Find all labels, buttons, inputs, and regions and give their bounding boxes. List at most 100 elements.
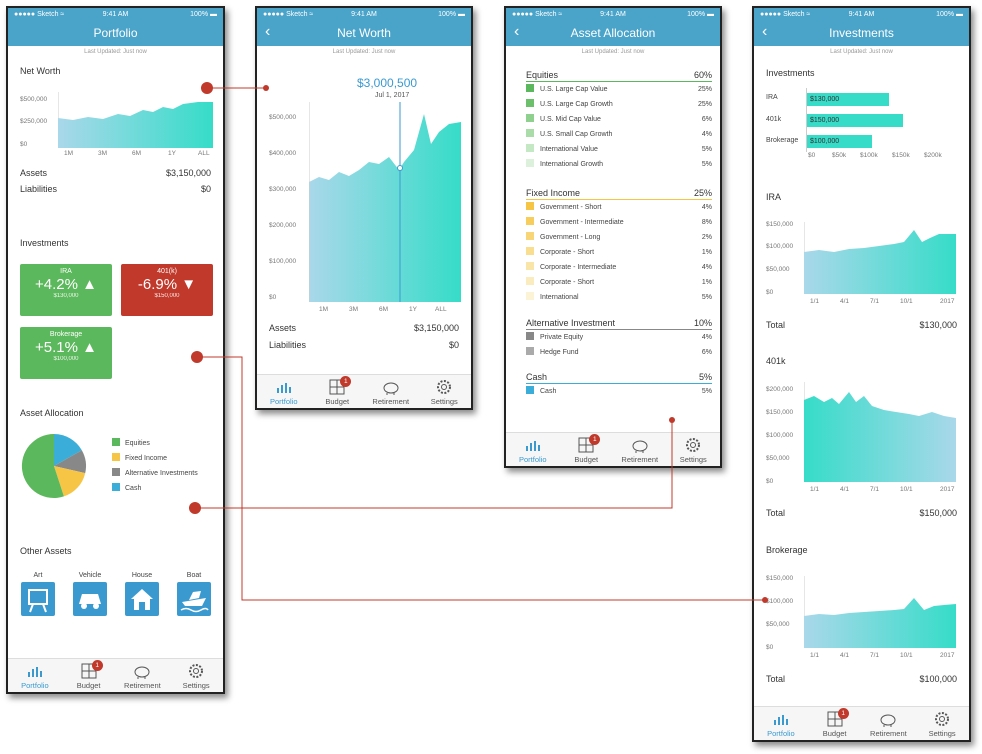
liabilities-value: $0 <box>200 184 211 194</box>
tab-budget[interactable]: 1 Budget <box>62 659 116 692</box>
tab-retirement[interactable]: Retirement <box>613 433 667 466</box>
pie-slice-cash <box>54 434 82 466</box>
pie-slice-alternative <box>54 450 86 474</box>
y-tick: $400,000 <box>269 150 297 157</box>
x-tick[interactable]: 3M <box>349 306 359 313</box>
asset-boat[interactable]: Boat <box>174 572 214 616</box>
tab-settings[interactable]: Settings <box>169 659 223 692</box>
y-tick: $200,000 <box>269 222 297 229</box>
tab-bar: Portfolio 1 Budget Retirement Settings <box>8 658 223 692</box>
ira-area-chart[interactable] <box>804 222 956 296</box>
callout-value: $3,000,500 <box>357 76 418 90</box>
x-tick[interactable]: ALL <box>435 306 447 313</box>
group-alternative: Alternative Investment 10% Private Equity… <box>526 318 712 360</box>
back-icon[interactable]: ‹ <box>265 23 271 40</box>
y-tick: $50,000 <box>766 621 790 628</box>
list-item: Government - Intermediate 8% <box>526 215 712 230</box>
x-tick[interactable]: 1Y <box>409 306 417 313</box>
tab-settings[interactable]: Settings <box>667 433 721 466</box>
tab-portfolio[interactable]: Portfolio <box>506 433 560 466</box>
x-tick[interactable]: 6M <box>379 306 389 313</box>
net-worth-screen: ●●●●● Sketch ≈ 9:41 AM 100% ▬ ‹ Net Worth… <box>255 6 473 410</box>
status-bar: ●●●●● Sketch ≈ 9:41 AM 100% ▬ <box>506 8 720 22</box>
back-icon[interactable]: ‹ <box>514 23 520 40</box>
nav-bar: ‹ Net Worth <box>257 22 471 46</box>
piggy-bank-icon <box>383 382 399 395</box>
tab-retirement[interactable]: Retirement <box>862 707 916 740</box>
x-tick: 10/1 <box>900 486 913 493</box>
brokerage-card[interactable]: Brokerage +5.1% ▲ $100,000 <box>20 327 112 379</box>
group-pct: 10% <box>693 318 712 328</box>
clock-text: 9:41 AM <box>351 11 377 18</box>
tab-budget[interactable]: 1 Budget <box>808 707 862 740</box>
x-tick: 7/1 <box>870 298 880 305</box>
tab-bar: Portfolio 1 Budget Retirement Settings <box>754 706 969 740</box>
tab-budget[interactable]: 1 Budget <box>311 375 365 408</box>
liabilities-label: Liabilities <box>20 184 58 194</box>
card-amount: $130,000 <box>53 293 79 299</box>
ira-card[interactable]: IRA +4.2% ▲ $130,000 <box>20 264 112 316</box>
tab-portfolio[interactable]: Portfolio <box>8 659 62 692</box>
x-tick[interactable]: 6M <box>132 150 142 157</box>
legend-alternative: Alternative Investments <box>112 468 198 477</box>
y-tick: $0 <box>766 478 774 485</box>
401k-area-chart[interactable] <box>804 382 956 484</box>
y-tick: $100,000 <box>766 243 794 250</box>
gear-icon <box>437 380 452 394</box>
list-item: International Growth 5% <box>526 157 712 172</box>
tab-settings[interactable]: Settings <box>915 707 969 740</box>
tab-budget[interactable]: 1 Budget <box>560 433 614 466</box>
net-worth-title[interactable]: Net Worth <box>20 66 61 76</box>
y-tick: $0 <box>766 289 774 296</box>
x-tick: 4/1 <box>840 298 850 305</box>
401k-bar[interactable]: $150,000 <box>807 114 903 127</box>
group-pct: 60% <box>693 70 712 80</box>
x-tick: $0 <box>808 152 816 159</box>
brokerage-bar[interactable]: $100,000 <box>807 135 872 148</box>
portfolio-screen: ●●●●● Sketch ≈ 9:41 AM 100% ▬ Portfolio … <box>6 6 225 694</box>
battery-text: 100% ▬ <box>936 11 963 18</box>
battery-text: 100% ▬ <box>687 11 714 18</box>
list-item: U.S. Mid Cap Value 6% <box>526 112 712 127</box>
x-tick: $50k <box>832 152 847 159</box>
tab-portfolio[interactable]: Portfolio <box>754 707 808 740</box>
tab-retirement[interactable]: Retirement <box>364 375 418 408</box>
y-tick: $150,000 <box>766 409 794 416</box>
assets-row: Assets $3,150,000 <box>269 323 459 333</box>
tab-retirement[interactable]: Retirement <box>116 659 170 692</box>
asset-house[interactable]: House <box>122 572 162 616</box>
net-worth-mini-chart[interactable] <box>58 92 213 150</box>
y-tick: $500,000 <box>20 96 48 103</box>
asset-allocation-title: Asset Allocation <box>20 408 84 418</box>
tab-portfolio[interactable]: Portfolio <box>257 375 311 408</box>
page-title: Investments <box>829 26 894 40</box>
x-tick: 1/1 <box>810 652 820 659</box>
x-tick[interactable]: 1M <box>319 306 329 313</box>
ira-bar[interactable]: $130,000 <box>807 93 889 106</box>
assets-value: $3,150,000 <box>165 168 211 178</box>
back-icon[interactable]: ‹ <box>762 23 768 40</box>
x-tick[interactable]: 3M <box>98 150 108 157</box>
x-tick: 4/1 <box>840 486 850 493</box>
list-item: Cash 5% <box>526 384 712 399</box>
x-tick[interactable]: ALL <box>198 150 210 157</box>
status-bar: ●●●●● Sketch ≈ 9:41 AM 100% ▬ <box>8 8 223 22</box>
brokerage-area-chart[interactable] <box>804 576 956 650</box>
401k-card[interactable]: 401(k) -6.9% ▼ $150,000 <box>121 264 213 316</box>
total-label: Total <box>766 508 786 518</box>
total-value: $130,000 <box>919 320 957 330</box>
allocation-pie-chart[interactable] <box>20 432 88 500</box>
x-tick[interactable]: 1Y <box>168 150 176 157</box>
list-item: International Value 5% <box>526 142 712 157</box>
card-amount: $150,000 <box>154 293 180 299</box>
net-worth-chart[interactable] <box>309 102 461 302</box>
tab-settings[interactable]: Settings <box>418 375 472 408</box>
x-tick: 7/1 <box>870 486 880 493</box>
asset-vehicle[interactable]: Vehicle <box>70 572 110 616</box>
nav-bar: ‹ Investments <box>754 22 969 46</box>
asset-art[interactable]: Art <box>18 572 58 616</box>
asset-label: Boat <box>186 572 202 579</box>
asset-label: House <box>131 572 153 579</box>
list-item: Hedge Fund 6% <box>526 345 712 360</box>
x-tick[interactable]: 1M <box>64 150 74 157</box>
